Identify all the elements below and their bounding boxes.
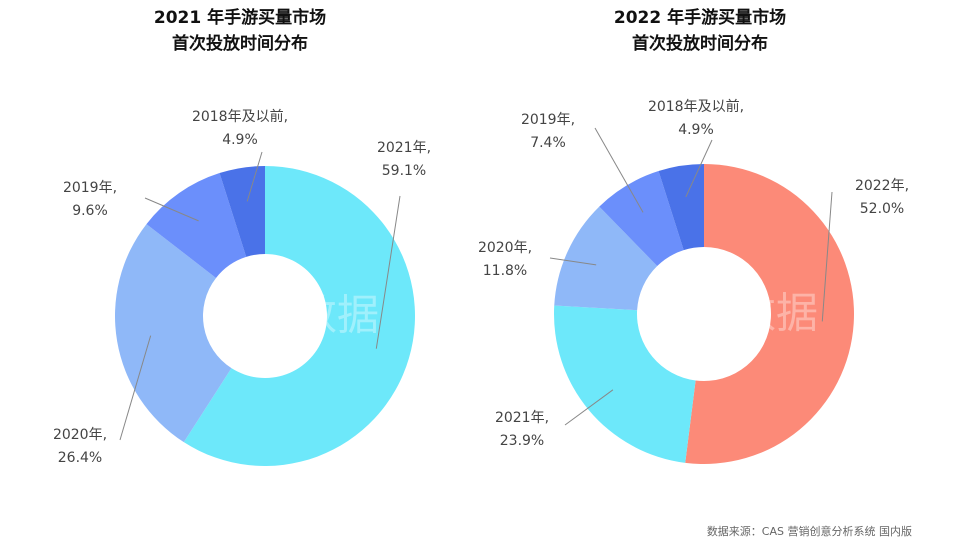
category-label: 2021年, [377, 140, 431, 156]
value-label: 9.6% [72, 203, 108, 219]
donut-segment [146, 173, 247, 278]
leader-line [685, 139, 713, 198]
category-label: 2019年, [63, 180, 117, 196]
value-label: 7.4% [530, 135, 566, 151]
leader-line [144, 197, 199, 222]
category-label: 2018年及以前, [648, 98, 744, 115]
leader-line [375, 195, 401, 349]
donut-segment [554, 206, 658, 311]
donut-segment [219, 166, 265, 257]
donut-segment [685, 164, 854, 465]
watermark: 热云数据 [211, 291, 379, 340]
category-label: 2021年, [495, 410, 549, 426]
leader-line [246, 151, 263, 202]
leader-line [549, 257, 597, 266]
value-label: 4.9% [222, 132, 258, 148]
chart-subtitle: 首次投放时间分布 [172, 33, 308, 54]
category-label: 2020年, [53, 427, 107, 443]
category-label: 2018年及以前, [192, 108, 288, 125]
leader-line [594, 127, 644, 213]
value-label: 52.0% [860, 201, 904, 217]
chart-subtitle: 首次投放时间分布 [632, 33, 768, 54]
chart-title: 2022 年手游买量市场 [614, 7, 786, 28]
value-label: 4.9% [678, 122, 714, 138]
donut-segment [554, 305, 696, 463]
category-label: 2020年, [478, 240, 532, 256]
value-label: 11.8% [483, 263, 527, 279]
category-label: 2019年, [521, 112, 575, 128]
category-label: 2022年, [855, 178, 909, 194]
donut-segment [658, 164, 704, 251]
value-label: 26.4% [58, 450, 102, 466]
donut-segment [115, 224, 232, 443]
source-note: 数据来源：CAS 营销创意分析系统 国内版 [707, 524, 912, 538]
chart-title: 2021 年手游买量市场 [154, 7, 326, 28]
leader-line [564, 389, 614, 426]
value-label: 59.1% [382, 163, 426, 179]
leader-line [119, 335, 152, 441]
leader-line [821, 191, 833, 322]
value-label: 23.9% [500, 433, 544, 449]
watermark: 热云数据 [650, 289, 818, 338]
donut-segment [183, 166, 415, 466]
donut-segment [599, 171, 684, 267]
